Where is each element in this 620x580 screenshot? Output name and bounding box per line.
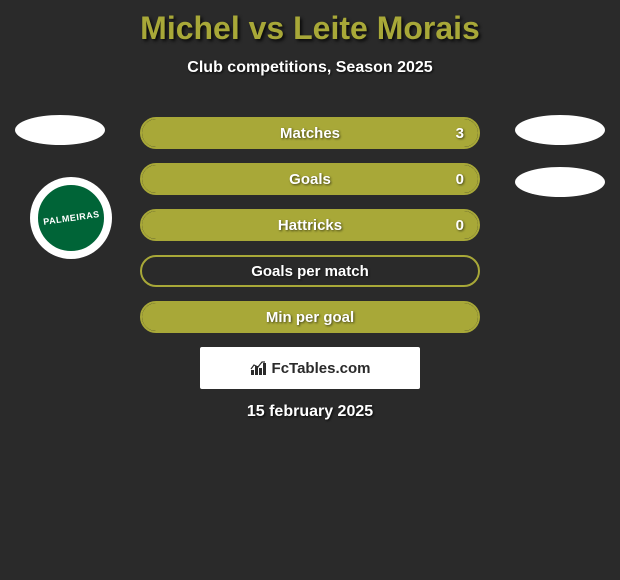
- team-badge-inner: PALMEIRAS: [36, 183, 106, 253]
- subtitle: Club competitions, Season 2025: [0, 59, 620, 77]
- watermark: FcTables.com: [200, 347, 420, 389]
- stat-bar-hattricks: Hattricks 0: [140, 209, 480, 241]
- stat-value: 0: [456, 217, 464, 234]
- stat-bar-matches: Matches 3: [140, 117, 480, 149]
- watermark-text: FcTables.com: [272, 360, 371, 377]
- date-text: 15 february 2025: [0, 403, 620, 421]
- comparison-infographic: Michel vs Leite Morais Club competitions…: [0, 0, 620, 421]
- stat-label: Matches: [280, 125, 340, 142]
- team-badge: PALMEIRAS: [30, 177, 112, 259]
- stat-value: 0: [456, 171, 464, 188]
- stat-bar-goals-per-match: Goals per match: [140, 255, 480, 287]
- stat-bars: Matches 3 Goals 0 Hattricks 0 Goals per …: [140, 117, 480, 333]
- team-badge-text: PALMEIRAS: [42, 209, 100, 227]
- stat-label: Hattricks: [278, 217, 342, 234]
- stat-bar-goals: Goals 0: [140, 163, 480, 195]
- stat-value: 3: [456, 125, 464, 142]
- player-avatar-right-1: [515, 115, 605, 145]
- stat-bar-min-per-goal: Min per goal: [140, 301, 480, 333]
- page-title: Michel vs Leite Morais: [0, 10, 620, 47]
- stats-area: PALMEIRAS Matches 3 Goals 0 Hattricks 0 …: [0, 117, 620, 421]
- player-avatar-right-2: [515, 167, 605, 197]
- stat-label: Goals per match: [251, 263, 369, 280]
- stat-label: Min per goal: [266, 309, 354, 326]
- player-avatar-left: [15, 115, 105, 145]
- chart-icon: [250, 360, 266, 376]
- stat-label: Goals: [289, 171, 331, 188]
